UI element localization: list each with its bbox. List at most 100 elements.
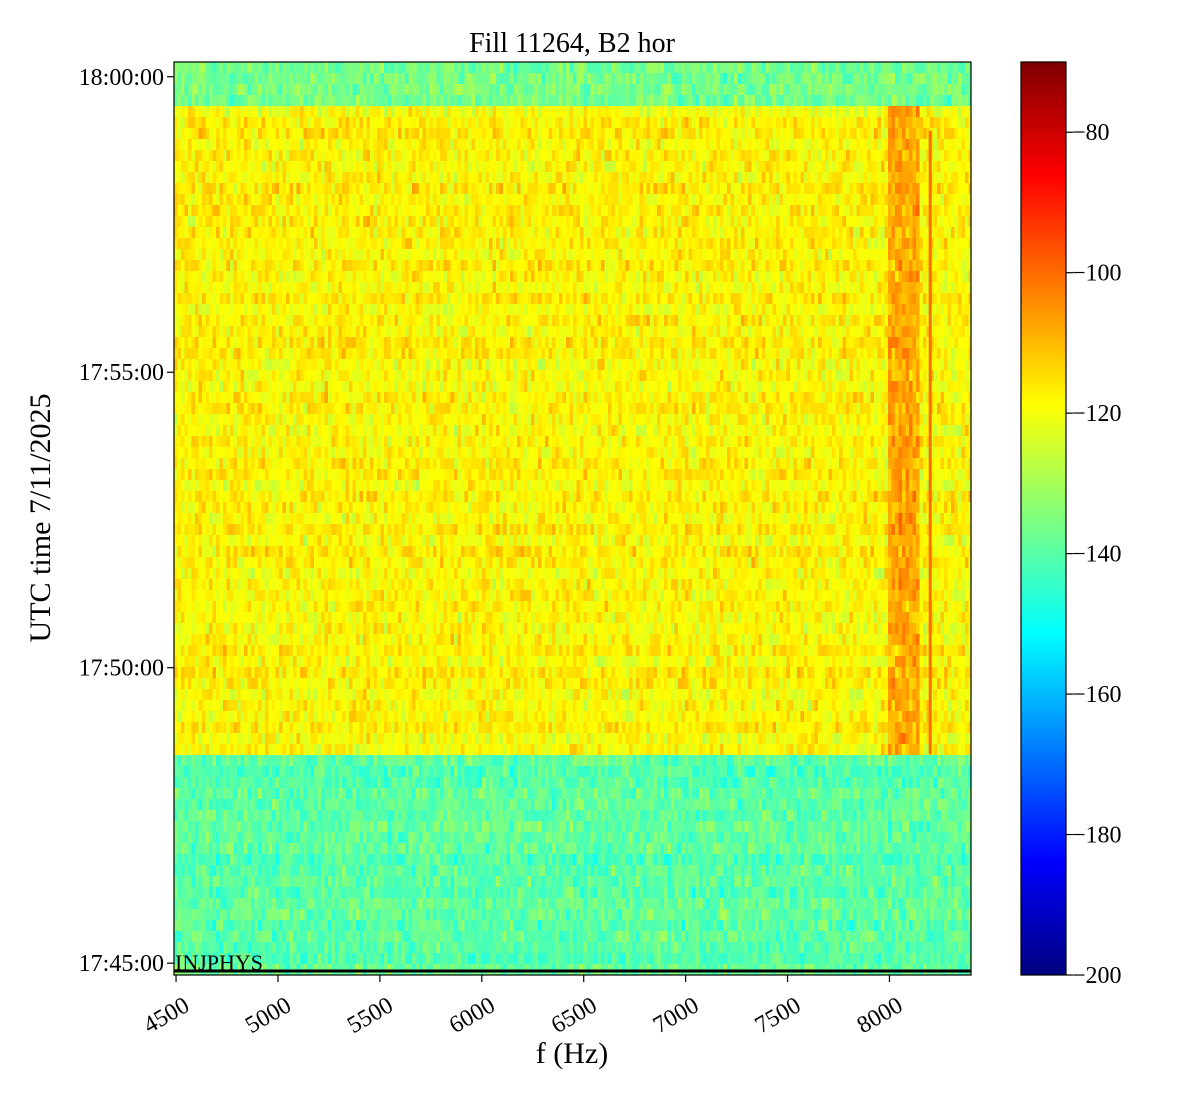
heatmap-cell bbox=[265, 117, 269, 128]
heatmap-cell bbox=[650, 282, 654, 293]
heatmap-cell bbox=[626, 282, 630, 293]
heatmap-cell bbox=[230, 117, 234, 128]
heatmap-cell bbox=[542, 194, 546, 205]
heatmap-cell bbox=[724, 260, 728, 271]
heatmap-cell bbox=[916, 216, 920, 227]
heatmap-cell bbox=[307, 62, 311, 73]
heatmap-cell bbox=[846, 271, 850, 282]
heatmap-cell bbox=[276, 238, 280, 249]
heatmap-cell bbox=[825, 73, 829, 84]
heatmap-cell bbox=[675, 183, 679, 194]
heatmap-cell bbox=[458, 161, 462, 172]
heatmap-cell bbox=[552, 117, 556, 128]
heatmap-cell bbox=[549, 293, 553, 304]
heatmap-cell bbox=[773, 227, 777, 238]
heatmap-cell bbox=[699, 183, 703, 194]
heatmap-cell bbox=[374, 271, 378, 282]
heatmap-cell bbox=[472, 216, 476, 227]
heatmap-cell bbox=[885, 150, 889, 161]
heatmap-cell bbox=[353, 62, 357, 73]
heatmap-cell bbox=[755, 293, 759, 304]
heatmap-cell bbox=[801, 227, 805, 238]
heatmap-cell bbox=[440, 73, 444, 84]
heatmap-cell bbox=[213, 216, 217, 227]
heatmap-cell bbox=[724, 106, 728, 117]
heatmap-cell bbox=[461, 84, 465, 95]
heatmap-cell bbox=[794, 150, 798, 161]
heatmap-cell bbox=[787, 106, 791, 117]
heatmap-cell bbox=[465, 172, 469, 183]
heatmap-cell bbox=[265, 293, 269, 304]
heatmap-cell bbox=[293, 205, 297, 216]
heatmap-cell bbox=[556, 139, 560, 150]
heatmap-cell bbox=[437, 161, 441, 172]
heatmap-cell bbox=[860, 95, 864, 106]
heatmap-cell bbox=[220, 62, 224, 73]
heatmap-cell bbox=[615, 73, 619, 84]
heatmap-cell bbox=[213, 172, 217, 183]
heatmap-cell bbox=[930, 117, 934, 128]
heatmap-cell bbox=[328, 172, 332, 183]
heatmap-cell bbox=[468, 62, 472, 73]
heatmap-cell bbox=[829, 84, 833, 95]
heatmap-cell bbox=[374, 172, 378, 183]
heatmap-cell bbox=[724, 194, 728, 205]
heatmap-cell bbox=[391, 249, 395, 260]
heatmap-cell bbox=[829, 260, 833, 271]
heatmap-cell bbox=[230, 183, 234, 194]
heatmap-cell bbox=[528, 62, 532, 73]
heatmap-cell bbox=[934, 139, 938, 150]
heatmap-cell bbox=[521, 117, 525, 128]
heatmap-cell bbox=[416, 227, 420, 238]
heatmap-cell bbox=[409, 293, 413, 304]
heatmap-cell bbox=[906, 62, 910, 73]
heatmap-cell bbox=[965, 95, 969, 106]
heatmap-cell bbox=[391, 194, 395, 205]
heatmap-cell bbox=[416, 293, 420, 304]
heatmap-cell bbox=[433, 238, 437, 249]
heatmap-cell bbox=[325, 282, 329, 293]
heatmap-cell bbox=[867, 73, 871, 84]
heatmap-cell bbox=[461, 117, 465, 128]
heatmap-cell bbox=[402, 260, 406, 271]
heatmap-cell bbox=[797, 249, 801, 260]
heatmap-cell bbox=[948, 282, 952, 293]
heatmap-cell bbox=[496, 194, 500, 205]
heatmap-cell bbox=[472, 205, 476, 216]
heatmap-cell bbox=[783, 139, 787, 150]
heatmap-cell bbox=[881, 95, 885, 106]
heatmap-cell bbox=[405, 238, 409, 249]
heatmap-cell bbox=[864, 260, 868, 271]
heatmap-cell bbox=[738, 216, 742, 227]
heatmap-cell bbox=[185, 95, 189, 106]
heatmap-cell bbox=[794, 249, 798, 260]
heatmap-cell bbox=[391, 106, 395, 117]
heatmap-cell bbox=[612, 271, 616, 282]
heatmap-cell bbox=[741, 227, 745, 238]
heatmap-cell bbox=[321, 84, 325, 95]
heatmap-cell bbox=[405, 106, 409, 117]
heatmap-cell bbox=[699, 150, 703, 161]
heatmap-cell bbox=[829, 62, 833, 73]
heatmap-cell bbox=[384, 194, 388, 205]
heatmap-cell bbox=[339, 216, 343, 227]
heatmap-cell bbox=[689, 194, 693, 205]
heatmap-cell bbox=[650, 128, 654, 139]
heatmap-cell bbox=[440, 205, 444, 216]
heatmap-cell bbox=[276, 84, 280, 95]
heatmap-cell bbox=[587, 260, 591, 271]
heatmap-cell bbox=[937, 249, 941, 260]
heatmap-cell bbox=[559, 62, 563, 73]
heatmap-cell bbox=[461, 249, 465, 260]
heatmap-cell bbox=[860, 183, 864, 194]
heatmap-cell bbox=[836, 161, 840, 172]
heatmap-cell bbox=[500, 62, 504, 73]
heatmap-cell bbox=[650, 172, 654, 183]
heatmap-cell bbox=[752, 84, 756, 95]
heatmap-cell bbox=[468, 161, 472, 172]
heatmap-cell bbox=[349, 227, 353, 238]
heatmap-cell bbox=[185, 293, 189, 304]
heatmap-cell bbox=[647, 249, 651, 260]
heatmap-cell bbox=[678, 249, 682, 260]
heatmap-cell bbox=[843, 293, 847, 304]
